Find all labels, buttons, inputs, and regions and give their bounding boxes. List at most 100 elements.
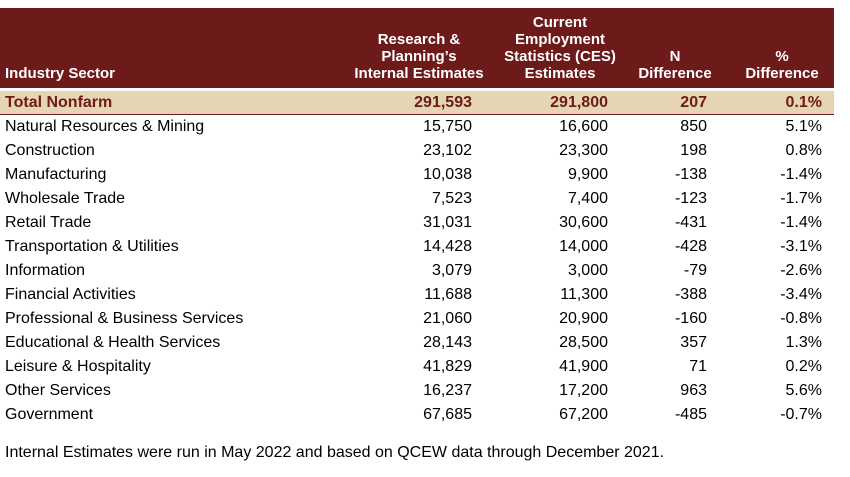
sector-cell: Natural Resources & Mining bbox=[5, 118, 205, 135]
table-row: Retail Trade 31,031 30,600 -431 -1.4% bbox=[0, 211, 834, 235]
ces-estimate-cell: 11,300 bbox=[560, 286, 608, 303]
n-difference-cell: 850 bbox=[680, 118, 707, 135]
n-difference-cell: -123 bbox=[674, 190, 707, 207]
ces-estimate-cell: 30,600 bbox=[559, 214, 608, 231]
header-ces-estimates-line: Employment bbox=[514, 31, 605, 48]
n-difference-cell: 963 bbox=[680, 382, 707, 399]
table-row: Transportation & Utilities 14,428 14,000… bbox=[0, 235, 834, 259]
pct-difference-cell: -3.4% bbox=[780, 286, 822, 303]
pct-difference-cell: 0.8% bbox=[785, 142, 822, 159]
internal-estimate-cell: 3,079 bbox=[431, 262, 472, 279]
total-internal-estimate: 291,593 bbox=[414, 94, 472, 111]
sector-cell: Manufacturing bbox=[5, 166, 107, 183]
sector-cell: Government bbox=[5, 406, 94, 423]
internal-estimate-cell: 15,750 bbox=[423, 118, 472, 135]
internal-estimate-cell: 10,038 bbox=[423, 166, 472, 183]
pct-difference-cell: 5.1% bbox=[785, 118, 822, 135]
header-n-difference: N Difference bbox=[630, 48, 720, 82]
table-row: Other Services 16,237 17,200 963 5.6% bbox=[0, 379, 834, 403]
header-n-difference-line: N bbox=[669, 48, 681, 65]
table-row: Information 3,079 3,000 -79 -2.6% bbox=[0, 259, 834, 283]
ces-estimate-cell: 41,900 bbox=[559, 358, 608, 375]
header-internal-estimates-line: Research & bbox=[377, 31, 461, 48]
pct-difference-cell: -3.1% bbox=[780, 238, 822, 255]
total-row: Total Nonfarm 291,593 291,800 207 0.1% bbox=[0, 91, 834, 115]
table-row: Professional & Business Services 21,060 … bbox=[0, 307, 834, 331]
pct-difference-cell: 5.6% bbox=[785, 382, 822, 399]
sector-cell: Leisure & Hospitality bbox=[5, 358, 151, 375]
table-header: Industry Sector Research & Planning’s In… bbox=[0, 8, 834, 88]
header-internal-estimates-line: Planning’s bbox=[381, 48, 457, 65]
internal-estimate-cell: 67,685 bbox=[423, 406, 472, 423]
internal-estimate-cell: 7,523 bbox=[431, 190, 472, 207]
total-sector: Total Nonfarm bbox=[5, 94, 113, 111]
ces-estimate-cell: 3,000 bbox=[567, 262, 608, 279]
ces-estimate-cell: 67,200 bbox=[559, 406, 608, 423]
estimates-table: Industry Sector Research & Planning’s In… bbox=[0, 8, 834, 427]
n-difference-cell: 71 bbox=[689, 358, 707, 375]
n-difference-cell: -138 bbox=[674, 166, 707, 183]
internal-estimate-cell: 16,237 bbox=[423, 382, 472, 399]
ces-estimate-cell: 23,300 bbox=[559, 142, 608, 159]
sector-cell: Wholesale Trade bbox=[5, 190, 126, 207]
n-difference-cell: 198 bbox=[680, 142, 707, 159]
total-n-difference: 207 bbox=[680, 94, 707, 111]
ces-estimate-cell: 9,900 bbox=[567, 166, 608, 183]
sector-cell: Transportation & Utilities bbox=[5, 238, 179, 255]
n-difference-cell: -485 bbox=[674, 406, 707, 423]
pct-difference-cell: -0.7% bbox=[780, 406, 822, 423]
pct-difference-cell: 0.2% bbox=[785, 358, 822, 375]
sector-cell: Professional & Business Services bbox=[5, 310, 244, 327]
sector-cell: Financial Activities bbox=[5, 286, 136, 303]
total-pct-difference: 0.1% bbox=[785, 94, 822, 111]
sector-cell: Educational & Health Services bbox=[5, 334, 221, 351]
pct-difference-cell: -1.7% bbox=[780, 190, 822, 207]
pct-difference-cell: -1.4% bbox=[780, 214, 822, 231]
ces-estimate-cell: 28,500 bbox=[559, 334, 608, 351]
header-ces-estimates-line: Current bbox=[532, 14, 588, 31]
n-difference-cell: -160 bbox=[674, 310, 707, 327]
ces-estimate-cell: 20,900 bbox=[559, 310, 608, 327]
table-row: Wholesale Trade 7,523 7,400 -123 -1.7% bbox=[0, 187, 834, 211]
header-internal-estimates-line: Internal Estimates bbox=[354, 65, 484, 82]
pct-difference-cell: -0.8% bbox=[780, 310, 822, 327]
internal-estimate-cell: 11,688 bbox=[424, 286, 472, 303]
n-difference-cell: 357 bbox=[680, 334, 707, 351]
header-pct-difference: % Difference bbox=[736, 48, 828, 82]
internal-estimate-cell: 14,428 bbox=[423, 238, 472, 255]
table-row: Government 67,685 67,200 -485 -0.7% bbox=[0, 403, 834, 427]
internal-estimate-cell: 41,829 bbox=[423, 358, 472, 375]
n-difference-cell: -428 bbox=[674, 238, 707, 255]
n-difference-cell: -431 bbox=[674, 214, 707, 231]
table-row: Leisure & Hospitality 41,829 41,900 71 0… bbox=[0, 355, 834, 379]
header-internal-estimates: Research & Planning’s Internal Estimates bbox=[344, 31, 494, 82]
table-row: Educational & Health Services 28,143 28,… bbox=[0, 331, 834, 355]
header-pct-difference-line: Difference bbox=[745, 65, 819, 82]
header-pct-difference-line: % bbox=[775, 48, 789, 65]
sector-cell: Construction bbox=[5, 142, 95, 159]
ces-estimate-cell: 16,600 bbox=[559, 118, 608, 135]
ces-estimate-cell: 7,400 bbox=[567, 190, 608, 207]
sector-cell: Information bbox=[5, 262, 86, 279]
ces-estimate-cell: 14,000 bbox=[559, 238, 608, 255]
sector-cell: Other Services bbox=[5, 382, 111, 399]
header-n-difference-line: Difference bbox=[638, 65, 712, 82]
header-industry-sector: Industry Sector bbox=[5, 65, 116, 82]
ces-estimate-cell: 17,200 bbox=[559, 382, 608, 399]
internal-estimate-cell: 21,060 bbox=[423, 310, 472, 327]
n-difference-cell: -79 bbox=[683, 262, 707, 279]
n-difference-cell: -388 bbox=[674, 286, 707, 303]
header-ces-estimates: Current Employment Statistics (CES) Esti… bbox=[497, 14, 623, 82]
internal-estimate-cell: 28,143 bbox=[423, 334, 472, 351]
table-row: Manufacturing 10,038 9,900 -138 -1.4% bbox=[0, 163, 834, 187]
internal-estimate-cell: 31,031 bbox=[423, 214, 472, 231]
header-ces-estimates-line: Estimates bbox=[524, 65, 596, 82]
internal-estimate-cell: 23,102 bbox=[423, 142, 472, 159]
header-ces-estimates-line: Statistics (CES) bbox=[504, 48, 616, 65]
total-ces-estimate: 291,800 bbox=[550, 94, 608, 111]
pct-difference-cell: -2.6% bbox=[780, 262, 822, 279]
table-row: Financial Activities 11,688 11,300 -388 … bbox=[0, 283, 834, 307]
table-body: Natural Resources & Mining 15,750 16,600… bbox=[0, 115, 834, 427]
pct-difference-cell: 1.3% bbox=[785, 334, 822, 351]
sector-cell: Retail Trade bbox=[5, 214, 92, 231]
